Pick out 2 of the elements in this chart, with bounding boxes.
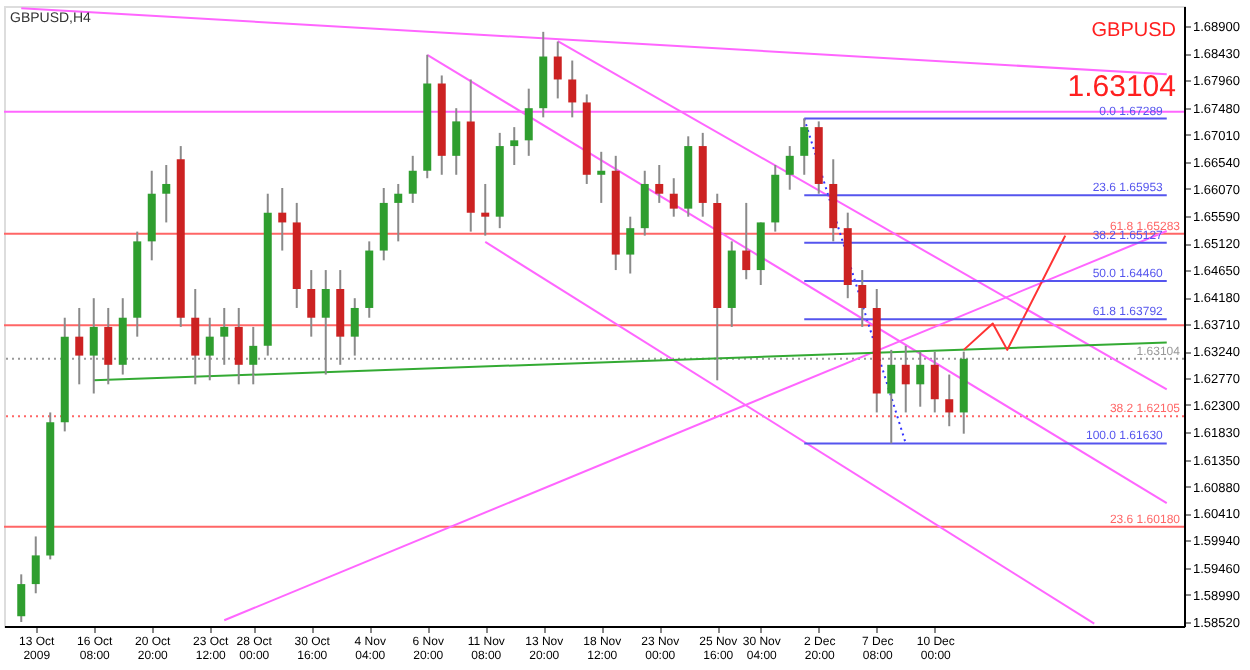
annotation: GBPUSD [1091,20,1176,42]
annotation: 1.63104 [1067,70,1176,104]
